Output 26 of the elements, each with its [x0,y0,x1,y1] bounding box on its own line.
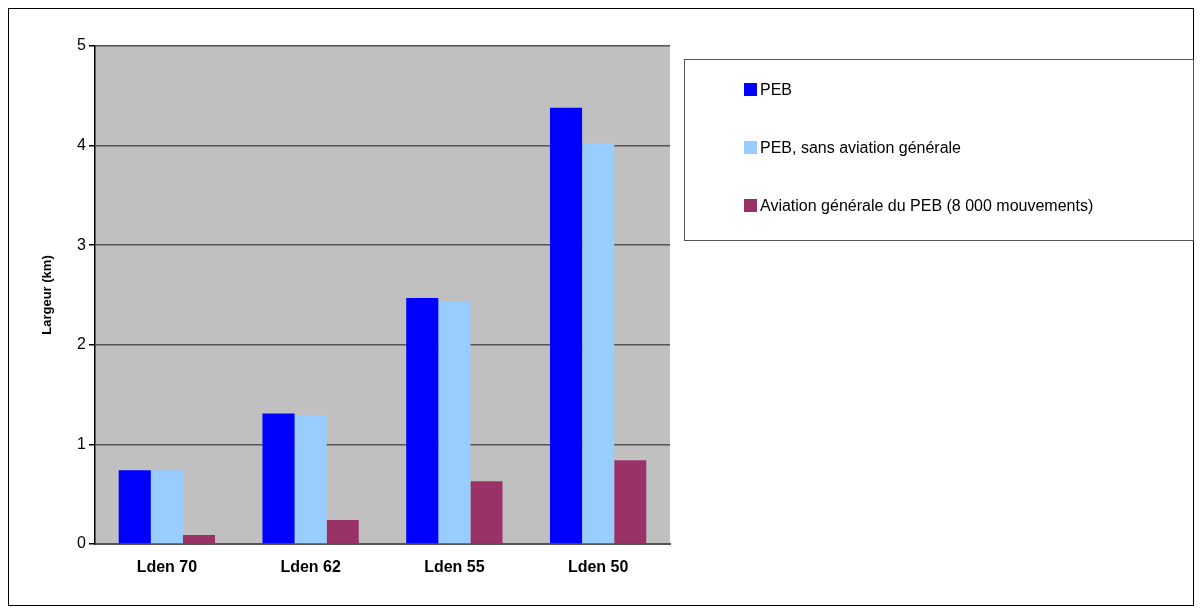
bar [549,107,583,544]
x-tick-label: Lden 62 [280,558,341,576]
bar [614,460,647,544]
x-tick-label: Lden 70 [136,558,198,576]
x-tick-label: Lden 55 [424,558,485,576]
y-axis-title: Largeur (km) [39,255,55,335]
bar [182,535,216,544]
bar [438,301,471,544]
y-tick-label: 1 [77,434,87,452]
bar [470,481,503,544]
bar [262,413,295,544]
legend-label: Aviation générale du PEB (8 000 mouvements) [760,197,1094,214]
y-tick-label: 4 [77,136,87,154]
bar [582,143,615,544]
y-tick-label: 2 [77,335,87,353]
x-tick-label: Lden 50 [567,558,629,576]
bar [150,470,183,544]
y-tick-label: 0 [77,534,87,552]
y-tick-label: 5 [77,36,87,54]
bar [118,470,151,544]
bar [326,520,359,544]
bar [406,297,439,544]
legend-label: PEB [760,81,793,98]
legend-label: PEB, sans aviation générale [760,139,962,156]
y-tick-label: 3 [77,235,87,253]
bar [294,415,327,544]
